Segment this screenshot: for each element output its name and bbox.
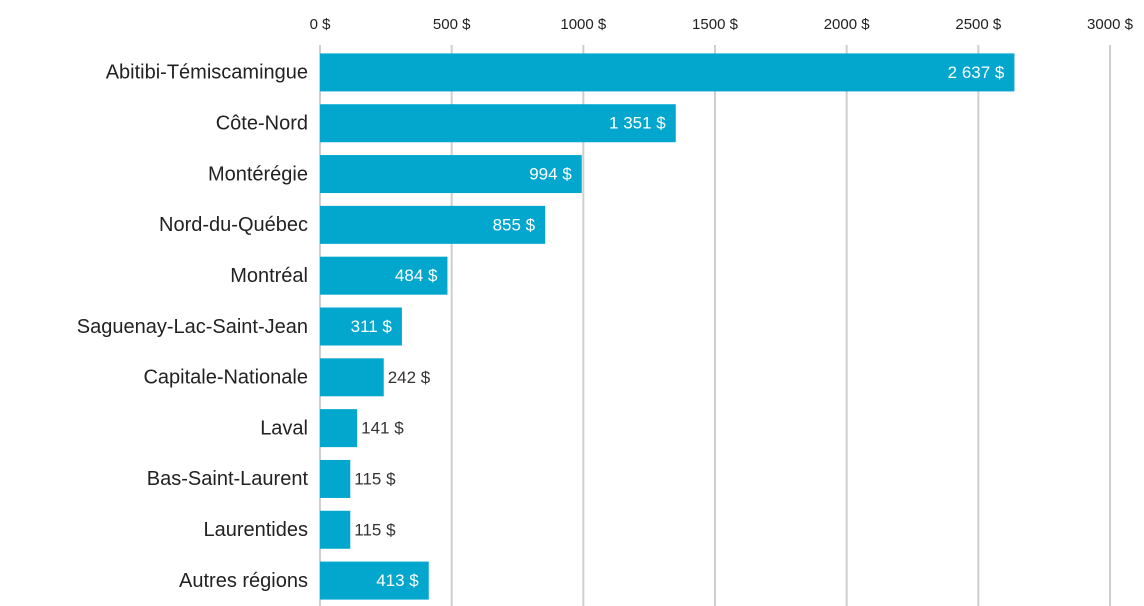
x-tick-label: 500 $ [433,16,471,33]
value-label: 855 $ [493,215,536,234]
value-label: 994 $ [529,165,572,184]
y-tick-label: Montréal [230,265,308,287]
x-tick-label: 2500 $ [955,16,1002,33]
bar [320,307,402,346]
y-tick-label: Nord-du-Québec [159,214,308,236]
value-label: 484 $ [395,266,438,285]
bar [320,104,676,143]
y-tick-label: Côte-Nord [216,113,308,135]
y-tick-label: Saguenay-Lac-Saint-Jean [77,316,308,338]
y-tick-label: Bas-Saint-Laurent [147,468,309,490]
y-tick-label: Abitibi-Témiscamingue [106,62,308,84]
x-tick-label: 1000 $ [560,16,607,33]
value-label: 115 $ [354,520,396,539]
value-label: 2 637 $ [948,63,1005,82]
y-tick-label: Capitale-Nationale [143,367,308,389]
bar [320,459,351,498]
value-label: 141 $ [361,419,404,438]
value-label: 413 $ [376,571,419,590]
bar [320,409,358,448]
value-label: 311 $ [351,317,393,336]
bar [320,358,384,397]
y-tick-label: Montérégie [208,163,308,185]
value-label: 115 $ [354,469,396,488]
y-tick-label: Autres régions [179,570,308,592]
y-tick-label: Laval [260,417,308,439]
value-label: 242 $ [388,368,431,387]
y-tick-label: Laurentides [203,519,308,541]
bar [320,205,546,244]
bar [320,155,582,194]
bar [320,256,448,295]
bar [320,53,1015,92]
bar [320,510,351,549]
x-tick-label: 2000 $ [824,16,871,33]
bar [320,561,429,600]
value-label: 1 351 $ [609,114,666,133]
x-tick-label: 3000 $ [1087,16,1134,33]
x-tick-label: 0 $ [310,16,332,33]
x-tick-label: 1500 $ [692,16,739,33]
